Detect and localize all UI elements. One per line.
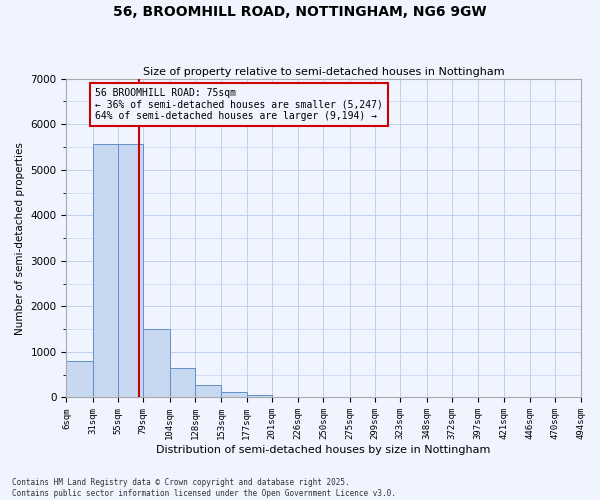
Bar xyxy=(118,144,143,398)
Bar xyxy=(221,392,247,398)
Bar xyxy=(247,395,272,398)
Text: 56, BROOMHILL ROAD, NOTTINGHAM, NG6 9GW: 56, BROOMHILL ROAD, NOTTINGHAM, NG6 9GW xyxy=(113,5,487,19)
Title: Size of property relative to semi-detached houses in Nottingham: Size of property relative to semi-detach… xyxy=(143,66,504,76)
Bar xyxy=(67,361,93,398)
Bar xyxy=(170,368,195,398)
Bar xyxy=(195,384,221,398)
X-axis label: Distribution of semi-detached houses by size in Nottingham: Distribution of semi-detached houses by … xyxy=(156,445,491,455)
Bar xyxy=(143,329,170,398)
Bar xyxy=(93,144,118,398)
Y-axis label: Number of semi-detached properties: Number of semi-detached properties xyxy=(15,142,25,334)
Text: 56 BROOMHILL ROAD: 75sqm
← 36% of semi-detached houses are smaller (5,247)
64% o: 56 BROOMHILL ROAD: 75sqm ← 36% of semi-d… xyxy=(95,88,383,121)
Text: Contains HM Land Registry data © Crown copyright and database right 2025.
Contai: Contains HM Land Registry data © Crown c… xyxy=(12,478,396,498)
